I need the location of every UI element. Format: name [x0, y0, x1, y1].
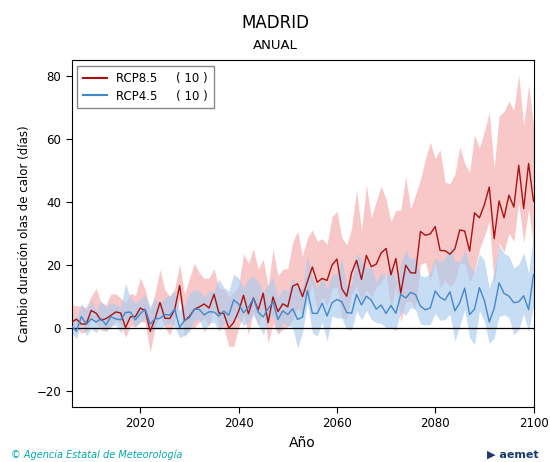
X-axis label: Año: Año — [289, 436, 316, 450]
Text: ANUAL: ANUAL — [252, 39, 298, 52]
Text: © Agencia Estatal de Meteorología: © Agencia Estatal de Meteorología — [11, 449, 183, 460]
Text: MADRID: MADRID — [241, 14, 309, 32]
Legend: RCP8.5     ( 10 ), RCP4.5     ( 10 ): RCP8.5 ( 10 ), RCP4.5 ( 10 ) — [78, 66, 214, 109]
Y-axis label: Cambio duración olas de calor (días): Cambio duración olas de calor (días) — [18, 125, 31, 341]
Text: ▶ aemet: ▶ aemet — [487, 450, 539, 460]
